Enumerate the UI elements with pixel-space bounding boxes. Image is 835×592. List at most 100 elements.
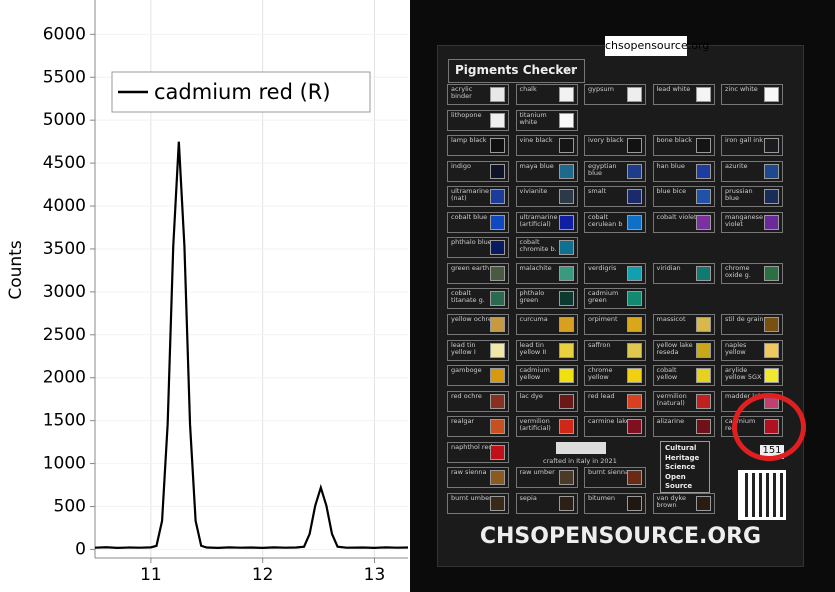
pigment-name: vermilion (natural) bbox=[656, 391, 687, 407]
x-tick-label: 12 bbox=[252, 565, 274, 585]
pigment-name: phthalo green bbox=[519, 289, 545, 305]
y-tick-label: 3500 bbox=[43, 239, 86, 259]
pigment-swatch bbox=[627, 342, 642, 358]
pigment-swatch bbox=[558, 112, 574, 128]
pigment-name: vermilion (artificial) bbox=[519, 417, 551, 433]
pigment-cell: ultramarine (nat) bbox=[447, 186, 509, 208]
y-tick-label: 5500 bbox=[43, 67, 86, 87]
pigment-cell: verdigris bbox=[584, 262, 646, 284]
pigment-name: naples yellow bbox=[725, 340, 747, 356]
pigment-cell: green earth bbox=[447, 262, 509, 284]
pigment-swatch bbox=[695, 163, 711, 179]
pigment-swatch bbox=[558, 368, 574, 384]
pigment-swatch bbox=[490, 163, 505, 179]
pigment-cell: maya blue bbox=[515, 160, 578, 182]
pigment-cell: bone black bbox=[652, 135, 715, 157]
pigment-cell: cadmium green bbox=[584, 288, 646, 310]
chs-logo-line: Open bbox=[665, 472, 686, 481]
chs-logo-line: Science bbox=[665, 463, 696, 471]
pigment-name: cobalt yellow bbox=[656, 366, 678, 382]
pigment-cell: cobalt titanate g. bbox=[447, 288, 509, 310]
pigment-swatch bbox=[764, 138, 779, 154]
pigment-swatch bbox=[558, 240, 574, 256]
pigment-cell: azurite bbox=[721, 160, 783, 182]
pigment-swatch bbox=[558, 87, 574, 102]
pigment-name: yellow lake reseda bbox=[656, 340, 693, 356]
y-tick-label: 1500 bbox=[43, 411, 86, 431]
pigment-swatch bbox=[627, 470, 642, 486]
pigment-name: lead tin yellow I bbox=[451, 340, 476, 356]
pigment-swatch bbox=[490, 240, 505, 256]
pigment-swatch bbox=[490, 342, 505, 358]
pigment-swatch bbox=[764, 87, 779, 102]
pigment-cell: cobalt violet bbox=[652, 211, 715, 233]
pigment-name: van dyke brown bbox=[656, 493, 687, 509]
pigment-name: red ochre bbox=[451, 391, 482, 400]
pigment-swatch bbox=[558, 214, 574, 230]
pigment-name: yellow ochre bbox=[451, 314, 493, 323]
pigment-swatch bbox=[558, 163, 574, 179]
pigment-name: verdigris bbox=[588, 263, 617, 272]
pigment-name: lead white bbox=[656, 85, 691, 93]
pigment-swatch bbox=[627, 495, 642, 511]
pigment-name: vivianite bbox=[519, 187, 548, 196]
pigment-swatch bbox=[490, 470, 505, 486]
pigment-name: raw sienna bbox=[451, 468, 487, 477]
pigment-swatch bbox=[627, 393, 642, 409]
pigment-swatch bbox=[558, 189, 574, 205]
pigment-cell: realgar bbox=[447, 416, 509, 438]
pigment-name: blue bice bbox=[656, 187, 687, 196]
pigment-name: red lead bbox=[588, 391, 615, 400]
signature bbox=[556, 442, 606, 454]
pigment-name: vine black bbox=[519, 136, 553, 145]
pigment-name: raw umber bbox=[519, 468, 555, 477]
pigment-name: carmine lake bbox=[588, 417, 630, 426]
pigment-swatch bbox=[490, 444, 505, 460]
pigment-swatch bbox=[695, 368, 711, 384]
pigment-swatch bbox=[490, 265, 505, 281]
pigment-cell: vermilion (artificial) bbox=[515, 416, 578, 438]
x-tick-label: 13 bbox=[364, 565, 386, 585]
pigment-swatch bbox=[695, 138, 711, 154]
y-tick-label: 0 bbox=[75, 539, 86, 559]
pigment-swatch bbox=[490, 87, 505, 102]
pigment-swatch bbox=[627, 214, 642, 230]
pigment-swatch bbox=[695, 214, 711, 230]
pigment-name: gypsum bbox=[588, 85, 614, 93]
pigment-swatch bbox=[627, 189, 642, 205]
pigment-swatch bbox=[627, 291, 642, 307]
pigment-swatch bbox=[695, 189, 711, 205]
y-tick-label: 1000 bbox=[43, 454, 86, 474]
pigment-swatch bbox=[627, 163, 642, 179]
pigment-swatch bbox=[627, 138, 642, 154]
header-logo: chsopensource.org bbox=[605, 36, 709, 56]
pigment-swatch bbox=[490, 112, 505, 128]
pigment-name: egyptian blue bbox=[588, 161, 617, 177]
pigment-cell: cadmium yellow bbox=[515, 365, 578, 387]
pigment-swatch bbox=[558, 265, 574, 281]
pigment-cell: indigo bbox=[447, 160, 509, 182]
pigment-cell: arylide yellow 5GX bbox=[721, 365, 783, 387]
pigment-cell: iron gall ink bbox=[721, 135, 783, 157]
pigment-name: gamboge bbox=[451, 366, 482, 375]
pigment-name: stil de grain bbox=[725, 314, 764, 323]
pigment-cell: sepia bbox=[515, 492, 578, 514]
pigment-name: lamp black bbox=[451, 136, 487, 145]
pigment-name: maya blue bbox=[519, 161, 554, 170]
pigment-cell: lithopone bbox=[447, 109, 509, 131]
pigment-swatch bbox=[558, 316, 574, 332]
pigment-swatch bbox=[764, 368, 779, 384]
pigment-swatch bbox=[558, 342, 574, 358]
pigment-name: lithopone bbox=[451, 110, 482, 119]
pigment-checker-photo: Pigments Checker v.5 acrylic binder chalk gy… bbox=[410, 0, 835, 592]
pigment-cell: manganese violet bbox=[721, 211, 783, 233]
pigment-swatch bbox=[695, 495, 711, 511]
pigment-name: han blue bbox=[656, 161, 685, 170]
y-tick-label: 4500 bbox=[43, 153, 86, 173]
pigment-name: zinc white bbox=[725, 85, 758, 93]
pigment-swatch bbox=[490, 368, 505, 384]
y-tick-label: 6000 bbox=[43, 24, 86, 44]
y-tick-label: 3000 bbox=[43, 282, 86, 302]
card: Pigments Checker v.5 acrylic binder chalk gy… bbox=[437, 45, 804, 567]
pigment-cell: chrome oxide g. bbox=[721, 262, 783, 284]
